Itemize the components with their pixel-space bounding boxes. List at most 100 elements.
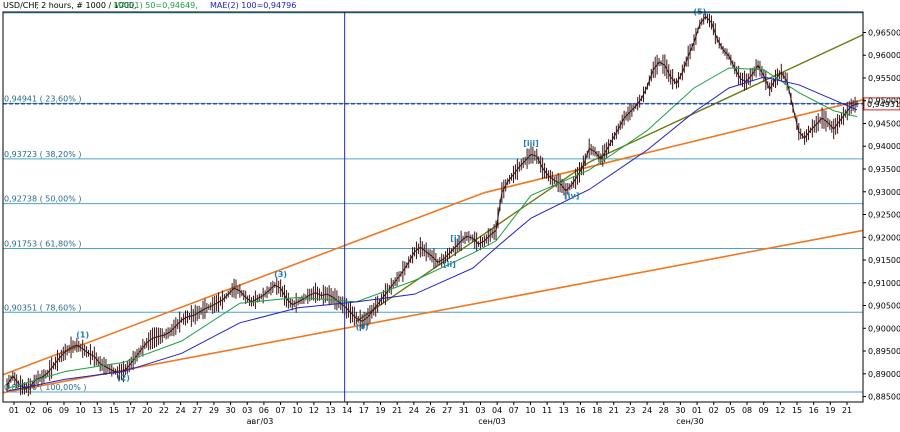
trendline-b (588, 34, 864, 163)
plot-frame (2, 11, 864, 403)
fib-level-label: 0,93723 ( 38,20% ) (4, 150, 81, 159)
channel-lower-line (2, 229, 864, 394)
wave-label: (1) (76, 330, 89, 339)
x-tick-label: 15 (109, 406, 119, 415)
trend-channel (2, 34, 864, 394)
x-tick-label: 18 (592, 406, 602, 415)
x-tick-label: 24 (176, 406, 186, 415)
x-tick-label: 13 (92, 406, 102, 415)
y-tick-label: 0,92000 (868, 233, 900, 242)
chart-header: USD/CHF , 2 hours, # 1000 / 1000, MAE(1)… (3, 1, 296, 10)
x-tick-label: 22 (159, 406, 169, 415)
y-tick-label: 0,95500 (868, 74, 900, 83)
header-mae1: MAE(1) 50=0,94649, (114, 1, 198, 10)
y-tick-label: 0,91000 (868, 279, 900, 288)
y-tick-label: 0,96000 (868, 51, 900, 60)
x-tick-label: 10 (76, 406, 86, 415)
y-tick-label: 0,88500 (868, 393, 900, 402)
price-series-group (6, 13, 858, 397)
x-tick-label: 10 (525, 406, 535, 415)
x-tick-label: 20 (142, 406, 152, 415)
y-tick-label: 0,90500 (868, 302, 900, 311)
header-symbol: USD/CHF (3, 1, 39, 10)
x-tick-label: 19 (375, 406, 385, 415)
x-tick-label: 09 (759, 406, 769, 415)
header-mae2: MAE(2) 100=0,94796 (210, 1, 296, 10)
fib-level-label: 0,88600 ( 100,00% ) (4, 383, 87, 392)
x-tick-label: 14 (342, 406, 352, 415)
x-tick-label: 03 (242, 406, 252, 415)
x-tick-label: 21 (842, 406, 852, 415)
x-month-label: авг/03 (247, 417, 274, 426)
wave-label: (4) (356, 323, 369, 332)
fib-level-label: 0,90351 ( 78,60% ) (4, 303, 81, 312)
mae1-line (6, 67, 858, 389)
wave-label: [ii] (443, 260, 456, 269)
x-tick-label: 01 (692, 406, 702, 415)
mae2-line (6, 76, 858, 392)
x-tick-label: 07 (275, 406, 285, 415)
x-tick-label: 13 (325, 406, 335, 415)
x-tick-label: 08 (742, 406, 752, 415)
wave-label: [i] (450, 234, 460, 243)
y-tick-label: 0,94000 (868, 142, 900, 151)
x-tick-label: 09 (59, 406, 69, 415)
wave-label: (2) (117, 374, 130, 383)
x-tick-label: 27 (442, 406, 452, 415)
markers: 0,94931 (3, 12, 900, 402)
y-tick-label: 0,95000 (868, 97, 900, 106)
x-tick-label: 02 (26, 406, 36, 415)
x-tick-label: 23 (625, 406, 635, 415)
x-tick-label: 03 (475, 406, 485, 415)
y-tick-label: 0,91500 (868, 256, 900, 265)
x-tick-label: 30 (225, 406, 235, 415)
y-tick-label: 0,96500 (868, 28, 900, 37)
y-tick-label: 0,89000 (868, 370, 900, 379)
x-tick-label: 16 (809, 406, 819, 415)
x-tick-label: 05 (725, 406, 735, 415)
fib-level-label: 0,92738 ( 50,00% ) (4, 195, 81, 204)
x-tick-label: 16 (575, 406, 585, 415)
wave-label: [iii] (523, 139, 539, 148)
x-tick-label: 17 (359, 406, 369, 415)
price-line (6, 15, 858, 389)
y-tick-label: 0,89500 (868, 347, 900, 356)
x-tick-label: 17 (126, 406, 136, 415)
x-tick-label: 21 (392, 406, 402, 415)
y-tick-label: 0,94500 (868, 119, 900, 128)
y-tick-label: 0,90000 (868, 324, 900, 333)
y-tick-label: 0,93000 (868, 188, 900, 197)
fib-level-label: 0,91753 ( 61,80% ) (4, 240, 81, 249)
x-tick-label: 24 (642, 406, 652, 415)
x-tick-label: 30 (675, 406, 685, 415)
fib-level-label: 0,94941 ( 23,60% ) (4, 94, 81, 103)
x-tick-label: 24 (409, 406, 419, 415)
y-tick-label: 0,92500 (868, 211, 900, 220)
x-month-label: сен/03 (478, 417, 505, 426)
x-tick-label: 04 (492, 406, 502, 415)
x-tick-label: 11 (542, 406, 552, 415)
x-tick-label: 01 (9, 406, 19, 415)
x-tick-label: 28 (659, 406, 669, 415)
current-price-box (863, 97, 900, 111)
x-tick-label: 06 (42, 406, 52, 415)
channel-upper-line (2, 191, 485, 376)
wave-label: [iv] (564, 192, 579, 201)
x-tick-label: 02 (709, 406, 719, 415)
x-tick-label: 26 (425, 406, 435, 415)
x-tick-label: 29 (209, 406, 219, 415)
y-tick-label: 0,93500 (868, 165, 900, 174)
x-tick-label: 27 (192, 406, 202, 415)
wave-label: (3) (274, 270, 287, 279)
x-tick-label: 31 (459, 406, 469, 415)
axes: 0,88500 0,89000 0,89500 0,90000 0,90500 0,910… (2, 11, 900, 426)
x-tick-label: 19 (825, 406, 835, 415)
x-tick-label: 12 (309, 406, 319, 415)
x-tick-label: 15 (792, 406, 802, 415)
x-tick-label: 13 (559, 406, 569, 415)
x-tick-label: 10 (292, 406, 302, 415)
channel-upper-line-extended (484, 99, 864, 194)
header-info: , 2 hours, # 1000 / 1000, (36, 1, 137, 10)
x-tick-label: 07 (509, 406, 519, 415)
